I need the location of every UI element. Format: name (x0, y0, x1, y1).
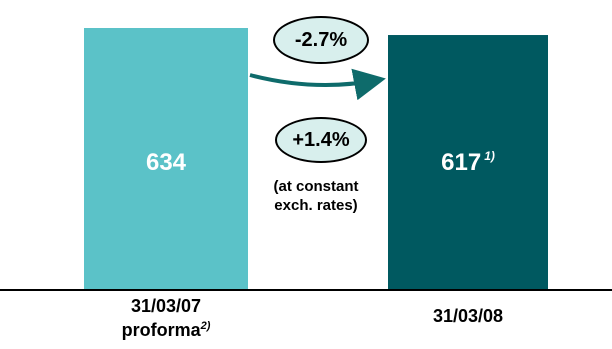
constant-rate-note-line1: (at constant (273, 178, 359, 195)
bar-value-label-0: 634 (146, 149, 187, 176)
x-tick-label-0: 31/03/07 proforma2) (84, 296, 248, 340)
bar-value-footnote-1: 1) (484, 149, 495, 163)
x-tick-label-0-date: 31/03/07 (130, 296, 202, 316)
constant-rate-note-line2: exch. rates) (274, 197, 358, 214)
constant-rate-note: (at constant exch. rates) (246, 177, 386, 215)
change-bubble: -2.7% (273, 16, 369, 64)
bar-1 (388, 35, 548, 290)
change-value: -2.7% (294, 28, 348, 51)
bar-0 (84, 28, 248, 290)
constant-change-value: +1.4% (292, 128, 350, 151)
bar-value-label-1: 617 1) (441, 149, 495, 176)
change-arrow (249, 68, 386, 101)
x-tick-label-0-footnote: 2) (200, 320, 211, 332)
constant-change-bubble: +1.4% (275, 117, 367, 163)
x-tick-label-1-date: 31/03/08 (432, 306, 504, 326)
x-tick-label-0-suffix: proforma2) (121, 320, 211, 340)
x-tick-label-1: 31/03/08 (388, 306, 548, 326)
